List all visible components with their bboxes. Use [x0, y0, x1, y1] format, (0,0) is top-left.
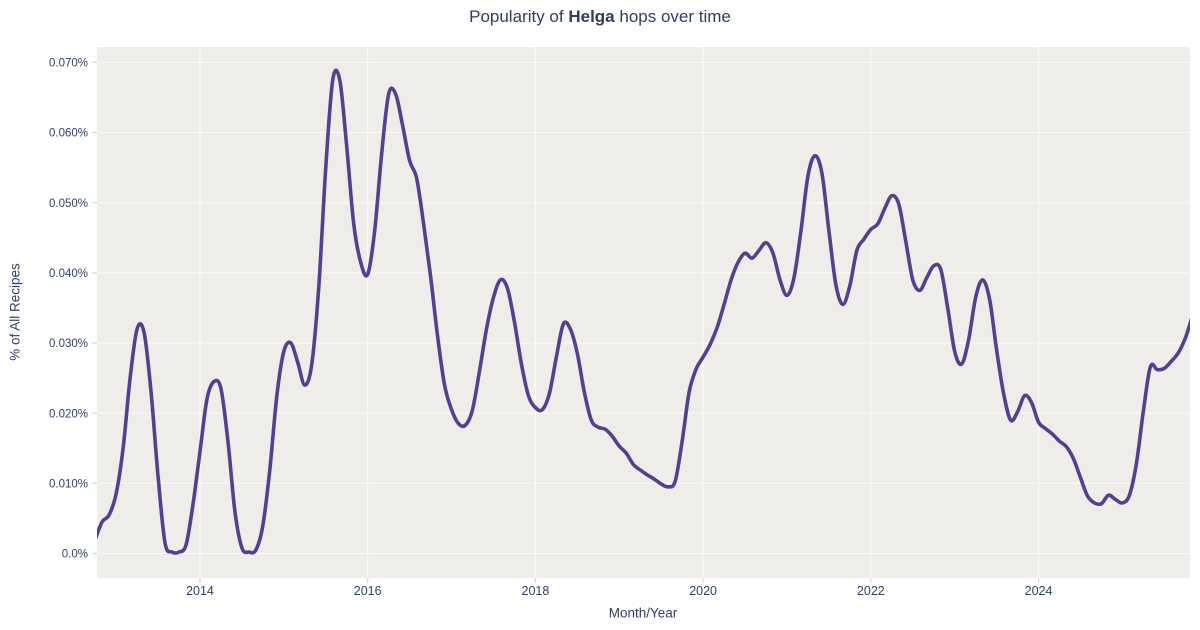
chart-title-hop-name: Helga — [568, 7, 615, 26]
y-tick-label: 0.030% — [49, 338, 88, 350]
y-axis-title: % of All Recipes — [7, 263, 23, 361]
chart-title: Popularity of Helga hops over time — [0, 7, 1200, 27]
chart-title-prefix: Popularity of — [469, 7, 569, 26]
x-axis-title: Month/Year — [608, 605, 678, 621]
y-tick-label: 0.040% — [49, 268, 88, 280]
popularity-line-series — [97, 68, 1190, 555]
y-tick-label: 0.020% — [49, 408, 88, 420]
y-tick-label: 0.050% — [49, 198, 88, 210]
y-tick-label: 0.010% — [49, 478, 88, 490]
x-tick-label: 2014 — [186, 584, 214, 598]
chart-title-suffix: hops over time — [614, 7, 731, 26]
y-tick-label: 0.060% — [49, 128, 88, 140]
x-tick-label: 2020 — [689, 584, 717, 598]
y-tick-label: 0.070% — [49, 58, 88, 70]
x-tick-label: 2022 — [857, 584, 885, 598]
y-tick-label: 0.0% — [62, 549, 88, 561]
plot-area — [97, 47, 1190, 578]
x-tick-label: 2018 — [522, 584, 550, 598]
x-tick-label: 2024 — [1025, 584, 1053, 598]
x-tick-label: 2016 — [354, 584, 382, 598]
